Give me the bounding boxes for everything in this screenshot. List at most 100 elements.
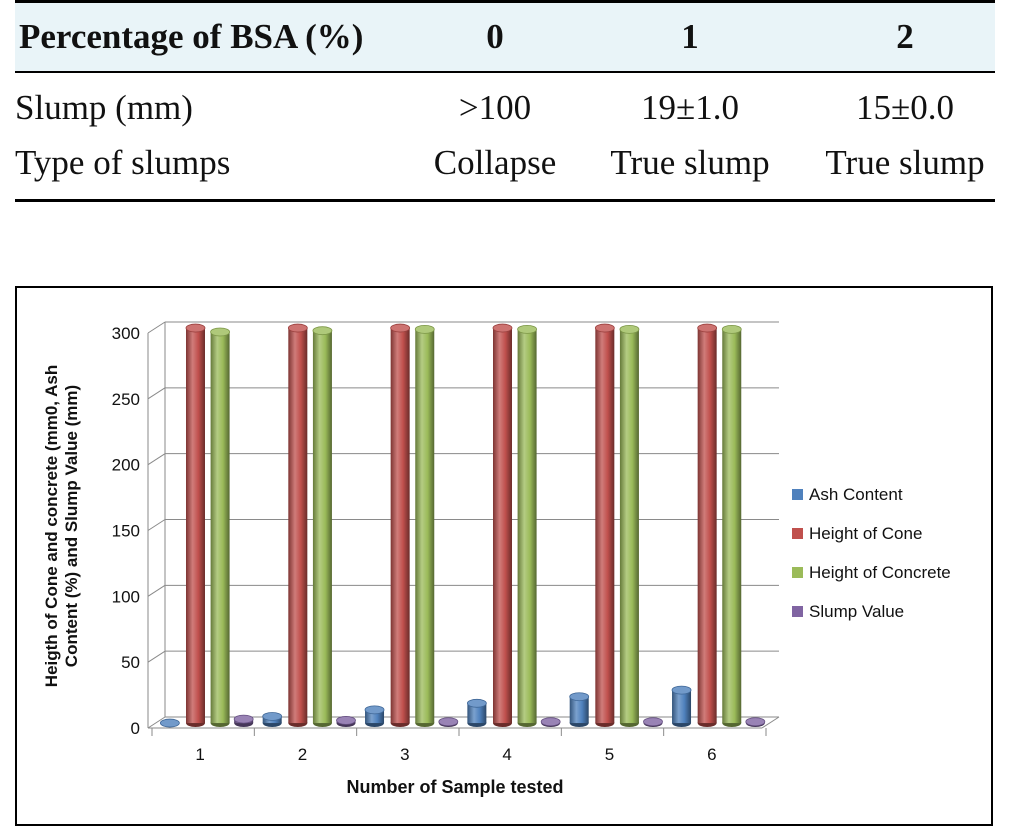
bar-top bbox=[492, 323, 513, 333]
y-tick-label: 50 bbox=[121, 653, 140, 672]
row-slump-0: >100 bbox=[458, 88, 532, 127]
x-tick-label: 3 bbox=[400, 745, 409, 764]
legend-label: Height of Cone bbox=[809, 524, 922, 543]
floor-edge bbox=[761, 716, 780, 729]
bar-top bbox=[671, 685, 692, 695]
y-axis-label-line-1: Heigth of Cone and concrete (mm0, Ash bbox=[42, 365, 61, 687]
header-cell-1: 1 bbox=[681, 17, 699, 56]
row-slump-2: 15±0.0 bbox=[856, 88, 954, 127]
bar-top bbox=[721, 324, 742, 334]
bar-top bbox=[210, 327, 230, 337]
bar-top bbox=[540, 717, 561, 727]
bar-body bbox=[185, 328, 205, 724]
bar-height-of-cone bbox=[492, 323, 513, 728]
row-type-0: Collapse bbox=[433, 143, 557, 182]
bar-slump-value bbox=[540, 717, 561, 728]
legend-swatch bbox=[792, 528, 803, 539]
chart-frame: 0 50 100 150 200 250 300 1 2 3 4 5 6 Ash Content Heig… bbox=[15, 286, 993, 826]
bar-body bbox=[569, 696, 589, 724]
bar-height-of-concrete bbox=[312, 326, 333, 728]
header-cell-2: 2 bbox=[896, 17, 914, 56]
bar-top bbox=[159, 718, 180, 728]
bar-top bbox=[414, 324, 435, 334]
bar-top bbox=[287, 323, 308, 333]
legend-label: Ash Content bbox=[809, 485, 903, 504]
bar-layer bbox=[159, 323, 766, 728]
bar-top bbox=[594, 323, 615, 333]
row-type-label: Type of slumps bbox=[15, 143, 231, 182]
bar-top bbox=[364, 705, 385, 715]
bar-slump-value bbox=[336, 716, 356, 728]
bar-height-of-concrete bbox=[721, 324, 742, 728]
bar-top bbox=[569, 692, 590, 702]
bar-body bbox=[390, 328, 410, 724]
bar-ash-content bbox=[671, 685, 692, 728]
legend: Ash Content Height of Cone Height of Concr… bbox=[792, 485, 951, 621]
bar-height-of-cone bbox=[390, 323, 411, 728]
y-tick-label: 100 bbox=[112, 587, 140, 606]
gridline-side bbox=[147, 453, 166, 466]
bar-body bbox=[492, 328, 512, 724]
bar-top bbox=[438, 717, 459, 727]
bar-body bbox=[312, 330, 332, 724]
x-tick-label: 2 bbox=[298, 745, 307, 764]
gridline-side bbox=[147, 650, 166, 663]
y-tick-label: 300 bbox=[112, 324, 140, 343]
bar-height-of-cone bbox=[185, 323, 206, 728]
x-tick-label: 5 bbox=[605, 745, 614, 764]
legend-swatch bbox=[792, 567, 803, 578]
x-axis-label: Number of Sample tested bbox=[346, 777, 563, 797]
bar-top bbox=[517, 324, 537, 334]
legend-swatch bbox=[792, 489, 803, 500]
bar-top bbox=[185, 323, 206, 333]
y-tick-label: 200 bbox=[112, 456, 140, 475]
bar-slump-value bbox=[438, 717, 459, 728]
gridline-side bbox=[147, 716, 166, 729]
bar-height-of-cone bbox=[594, 323, 615, 728]
row-type-1: True slump bbox=[610, 143, 770, 182]
bar-body bbox=[210, 332, 230, 724]
bar-top bbox=[745, 717, 766, 727]
bar-height-of-cone bbox=[287, 323, 308, 728]
bar-body bbox=[672, 690, 692, 724]
gridline-side bbox=[147, 584, 166, 597]
bar-height-of-concrete bbox=[517, 324, 537, 728]
y-tick-label: 250 bbox=[112, 390, 140, 409]
gridline-side bbox=[147, 519, 166, 531]
x-tick-label: 1 bbox=[195, 745, 204, 764]
axis-layer: 0 50 100 150 200 250 300 1 2 3 4 5 6 bbox=[112, 322, 780, 764]
bar-ash-content bbox=[466, 698, 487, 728]
bar-body bbox=[415, 329, 435, 724]
bar-top bbox=[643, 717, 663, 727]
bar-ash-content bbox=[262, 712, 283, 728]
bar-body bbox=[722, 329, 742, 724]
bar-chart: 0 50 100 150 200 250 300 1 2 3 4 5 6 Ash Content Heig… bbox=[42, 321, 951, 797]
bar-top bbox=[390, 323, 411, 333]
y-tick-label: 0 bbox=[131, 719, 140, 738]
bar-body bbox=[619, 329, 639, 724]
bar-height-of-concrete bbox=[414, 324, 435, 728]
x-tick-label: 6 bbox=[707, 745, 716, 764]
bar-ash-content bbox=[569, 692, 590, 728]
bar-top bbox=[697, 323, 718, 333]
legend-label: Height of Concrete bbox=[809, 563, 951, 582]
header-cell-0: 0 bbox=[486, 17, 504, 56]
legend-swatch bbox=[792, 606, 803, 617]
legend-label: Slump Value bbox=[809, 602, 904, 621]
bar-top bbox=[233, 714, 254, 724]
bar-slump-value bbox=[233, 714, 254, 728]
y-axis-label-line-2: Content (%) and Slump Value (mm) bbox=[62, 385, 81, 667]
bar-top bbox=[312, 326, 333, 336]
table-header-row bbox=[15, 0, 995, 73]
gridline-side bbox=[147, 387, 166, 400]
x-tick-label: 4 bbox=[502, 745, 511, 764]
bar-height-of-cone bbox=[697, 323, 718, 728]
bar-top bbox=[336, 716, 356, 725]
table-bottom-rule bbox=[15, 199, 995, 202]
bar-ash-content bbox=[159, 718, 180, 728]
bar-slump-value bbox=[745, 717, 766, 728]
bar-height-of-concrete bbox=[210, 327, 230, 728]
row-type-2: True slump bbox=[825, 143, 985, 182]
bar-top bbox=[466, 698, 487, 708]
bar-top bbox=[619, 324, 640, 334]
